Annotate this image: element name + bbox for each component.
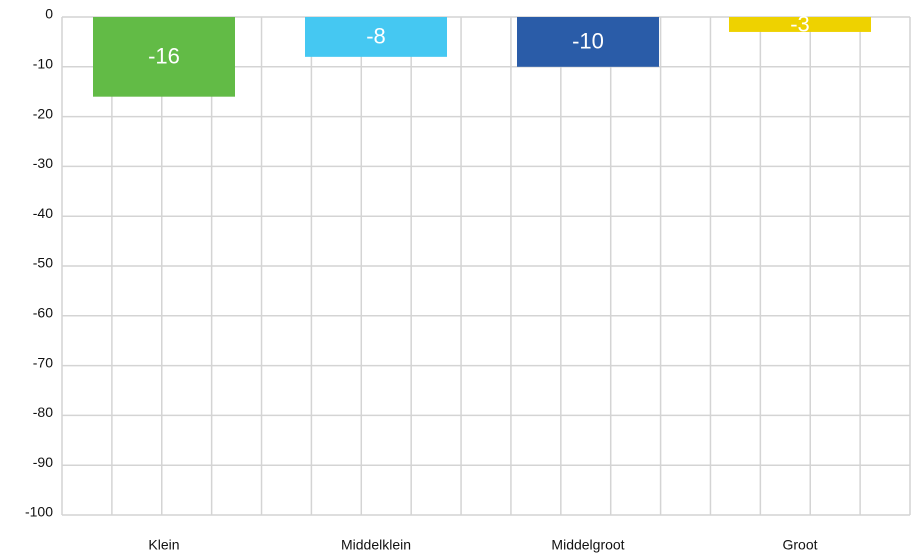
bar xyxy=(93,17,235,97)
y-tick-label: -40 xyxy=(33,205,53,221)
value-label: -3 xyxy=(790,11,810,36)
y-tick-label: -80 xyxy=(33,404,53,420)
bar xyxy=(305,17,447,57)
x-tick-label: Klein xyxy=(148,537,179,553)
y-tick-label: -90 xyxy=(33,454,53,470)
y-tick-label: -10 xyxy=(33,56,53,72)
y-tick-label: -20 xyxy=(33,105,53,121)
x-tick-label: Groot xyxy=(782,537,817,553)
value-label: -10 xyxy=(572,29,604,54)
y-tick-label: -60 xyxy=(33,305,53,321)
x-tick-label: Middelklein xyxy=(341,537,411,553)
value-label: -8 xyxy=(366,24,386,49)
y-tick-label: -100 xyxy=(25,504,53,520)
y-tick-label: -30 xyxy=(33,155,53,171)
y-tick-label: -70 xyxy=(33,354,53,370)
x-tick-label: Middelgroot xyxy=(551,537,624,553)
bar xyxy=(729,17,871,32)
y-tick-label: -50 xyxy=(33,255,53,271)
y-tick-label: 0 xyxy=(45,6,53,22)
bar xyxy=(517,17,659,67)
value-label: -16 xyxy=(148,44,180,69)
